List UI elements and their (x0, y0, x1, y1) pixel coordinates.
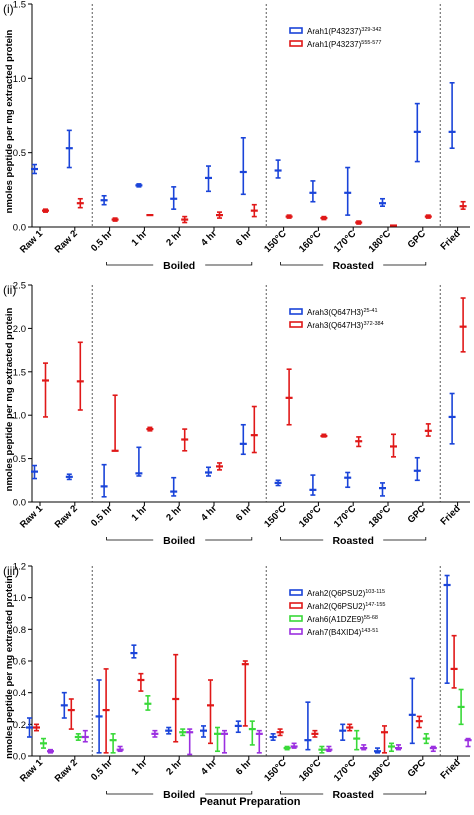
x-tick-label: 160°C (297, 757, 324, 784)
y-tick-label: 0.2 (13, 720, 26, 731)
y-tick-label: 1.2 (13, 562, 26, 573)
x-tick-label: Raw 2 (53, 757, 80, 784)
y-tick-label: 1.5 (13, 367, 26, 378)
legend-swatch (289, 589, 303, 596)
x-tick-label: GPC (406, 757, 428, 779)
x-tick-label: 1 hr (129, 503, 149, 523)
x-tick-label: Raw 2 (53, 228, 80, 255)
x-tick-label: Fried (439, 503, 463, 527)
y-axis-label: nmoles peptide per mg extracted protein (4, 307, 15, 491)
legend-entry: Arah7(B4XID4)143-51 (307, 628, 378, 637)
x-tick-label: 4 hr (199, 757, 219, 777)
legend-entry: Arah2(Q6PSU2)103-115 (307, 589, 385, 598)
y-tick-label: 0.0 (13, 223, 26, 234)
boiled-label-bg (153, 258, 206, 272)
y-tick-label: 1.0 (13, 593, 26, 604)
x-tick-label: 6 hr (234, 503, 254, 523)
x-tick-label: 170°C (332, 503, 359, 530)
y-tick-label: 0.5 (13, 454, 26, 465)
chart-panel: (iii)nmoles peptide per mg extracted pro… (3, 562, 472, 801)
x-tick-label: 0.5 hr (89, 757, 115, 783)
boiled-label: Boiled (163, 535, 195, 547)
x-tick-label: 6 hr (234, 757, 254, 777)
x-tick-label: 180°C (367, 228, 394, 255)
y-tick-label: 2.5 (13, 281, 26, 292)
x-tick-label: GPC (406, 503, 428, 525)
legend-entry: Arah3(Q647H3)372-384 (307, 321, 384, 330)
x-tick-label: 1 hr (129, 757, 149, 777)
x-tick-label: Fried (439, 757, 463, 781)
y-tick-label: 0.6 (13, 657, 26, 668)
legend-entry: Arah3(Q647H3)25-41 (307, 308, 378, 317)
legend-swatch (289, 308, 303, 315)
y-tick-label: 1.0 (13, 411, 26, 422)
x-tick-label: 2 hr (164, 503, 184, 523)
legend-swatch (289, 27, 303, 34)
y-tick-label: 0.0 (13, 752, 26, 763)
y-tick-label: 0.0 (13, 498, 26, 509)
boiled-label: Boiled (163, 789, 195, 801)
legend-swatch (289, 602, 303, 609)
y-tick-label: 0.5 (13, 148, 26, 159)
x-tick-label: 160°C (297, 228, 324, 255)
y-tick-label: 0.4 (13, 688, 26, 699)
legend-entry: Arah6(A1DZE9)55-68 (307, 615, 378, 624)
legend-swatch (289, 628, 303, 635)
x-tick-label: 6 hr (234, 228, 254, 248)
y-axis-label: nmoles peptide per mg extracted protein (4, 29, 15, 213)
x-tick-label: 0.5 hr (89, 228, 115, 254)
x-tick-label: 1 hr (129, 228, 149, 248)
x-tick-label: 150°C (262, 757, 289, 784)
legend-entry: Arah1(P43237)555-577 (307, 40, 381, 49)
boiled-label-bg (153, 533, 206, 547)
x-tick-label: GPC (406, 228, 428, 250)
x-axis-label: Peanut Preparation (200, 796, 301, 808)
x-tick-label: 4 hr (199, 503, 219, 523)
y-tick-label: 1.0 (13, 74, 26, 85)
roasted-label: Roasted (332, 260, 373, 272)
legend-swatch (289, 321, 303, 328)
legend-entry: Arah2(Q6PSU2)147-155 (307, 602, 385, 611)
roasted-label: Roasted (332, 789, 373, 801)
y-tick-label: 2.0 (13, 324, 26, 335)
chart-panel: (i) nmoles peptide per mg extracted prote… (3, 0, 470, 272)
panel-label: (i) (3, 2, 14, 16)
x-tick-label: 2 hr (164, 228, 184, 248)
boiled-label: Boiled (163, 260, 195, 272)
y-tick-label: 0.8 (13, 625, 26, 636)
x-tick-label: 170°C (332, 757, 359, 784)
boiled-label-bg (153, 787, 206, 801)
roasted-label-bg (323, 258, 384, 272)
panel-label: (ii) (3, 283, 16, 297)
roasted-label-bg (323, 787, 384, 801)
chart-panel: (ii) nmoles peptide per mg extracted prot… (3, 281, 470, 547)
legend-swatch (289, 40, 303, 47)
roasted-label-bg (323, 533, 384, 547)
x-tick-label: 4 hr (199, 228, 219, 248)
x-tick-label: Fried (439, 228, 463, 252)
legend-entry: Arah1(P43237)329-342 (307, 27, 381, 36)
x-tick-label: 150°C (262, 503, 289, 530)
x-tick-label: 180°C (367, 757, 394, 784)
legend-swatch (289, 615, 303, 622)
x-tick-label: 2 hr (164, 757, 184, 777)
x-tick-label: 0.5 hr (89, 503, 115, 529)
roasted-label: Roasted (332, 535, 373, 547)
y-axis-label: nmoles peptide per mg extracted protein (4, 575, 15, 759)
x-tick-label: Raw 2 (53, 503, 80, 530)
y-tick-label: 1.5 (13, 0, 26, 11)
x-tick-label: 160°C (297, 503, 324, 530)
panel-label: (iii) (3, 564, 19, 578)
x-tick-label: 150°C (262, 228, 289, 255)
x-tick-label: 170°C (332, 228, 359, 255)
x-tick-label: 180°C (367, 503, 394, 530)
